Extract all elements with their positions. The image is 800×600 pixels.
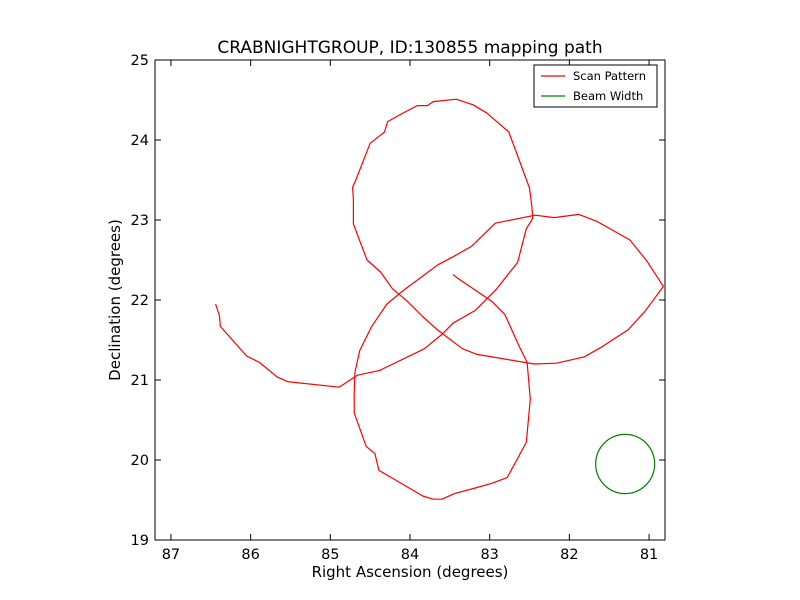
y-axis-label: Declination (degrees) (106, 219, 124, 381)
plot-frame (155, 60, 665, 540)
y-tick-label: 23 (131, 213, 149, 229)
beam-width-circle (595, 433, 656, 495)
y-axis: 19 20 21 22 23 24 25 (131, 53, 665, 549)
x-tick-label: 85 (321, 547, 339, 563)
legend-box (533, 64, 658, 108)
legend-label-scan-pattern: Scan Pattern (573, 69, 646, 83)
x-axis: 87 86 85 84 83 82 81 (162, 60, 658, 563)
scan-pattern-line (215, 98, 665, 500)
series-layer (215, 98, 665, 500)
y-tick-label: 25 (131, 53, 149, 69)
x-axis-label: Right Ascension (degrees) (312, 563, 509, 581)
chart-title: CRABNIGHTGROUP, ID:130855 mapping path (217, 38, 602, 58)
x-tick-label: 87 (162, 547, 180, 563)
x-tick-label: 81 (640, 547, 658, 563)
y-tick-label: 21 (131, 373, 149, 389)
x-tick-label: 83 (480, 547, 498, 563)
plot-border (154, 59, 666, 541)
x-tick-label: 86 (241, 547, 259, 563)
plot-area: 87 86 85 84 83 82 81 19 20 21 22 23 24 25 (131, 53, 666, 563)
x-tick-label: 84 (401, 547, 419, 563)
y-tick-label: 19 (131, 533, 149, 549)
y-tick-label: 24 (131, 133, 149, 149)
y-tick-label: 20 (131, 453, 149, 469)
x-tick-label: 82 (560, 547, 578, 563)
legend: Scan Pattern Beam Width (533, 64, 658, 108)
y-tick-label: 22 (131, 293, 149, 309)
legend-label-beam-width: Beam Width (573, 89, 643, 103)
